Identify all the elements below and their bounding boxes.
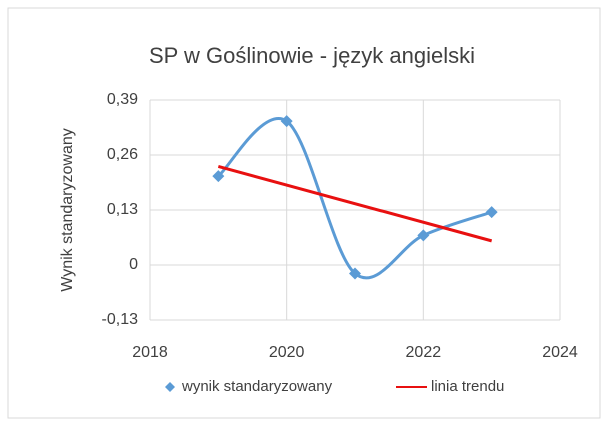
x-tick-label: 2022 (406, 344, 442, 361)
y-axis-label: Wynik standaryzowany (59, 128, 76, 291)
chart-title: SP w Goślinowie - język angielski (149, 43, 475, 68)
y-tick-label: 0,39 (107, 91, 138, 108)
y-tick-label: 0,13 (107, 201, 138, 218)
marker (212, 170, 225, 183)
y-tick-label: 0,26 (107, 146, 138, 163)
x-tick-label: 2024 (542, 344, 578, 361)
legend-label: linia trendu (431, 378, 504, 395)
legend-marker (165, 382, 175, 392)
trend-line (217, 164, 493, 243)
chart-border (7, 7, 601, 419)
marker (417, 229, 430, 242)
marker (485, 206, 498, 219)
y-tick-label: 0 (129, 256, 138, 273)
x-tick-label: 2018 (132, 344, 168, 361)
marker (280, 115, 293, 128)
data-line (217, 117, 493, 280)
marker (349, 267, 361, 280)
x-tick-label: 2020 (269, 344, 305, 361)
y-tick-label: -0,13 (102, 311, 139, 328)
legend-label: wynik standaryzowany (181, 378, 333, 395)
